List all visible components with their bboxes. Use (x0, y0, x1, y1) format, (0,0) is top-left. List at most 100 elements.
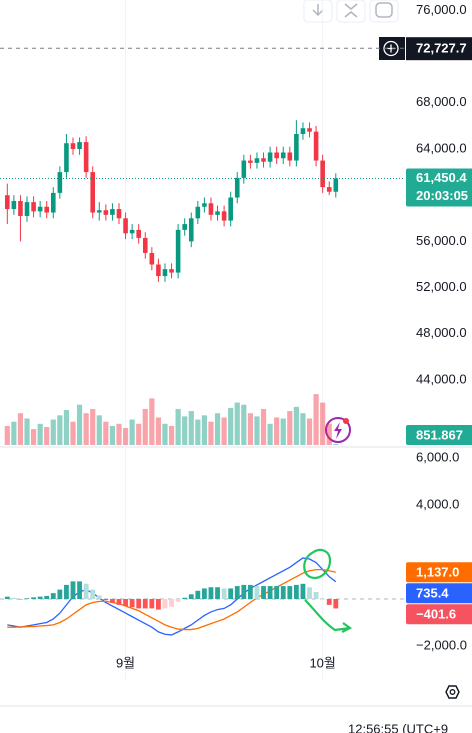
candle-body (136, 229, 141, 238)
fullscreen-button[interactable] (369, 0, 399, 23)
lightning-button[interactable] (325, 417, 351, 443)
volume-bar (83, 413, 89, 445)
volume-bar (214, 413, 221, 445)
volume-bar (326, 423, 332, 445)
histogram-bar (44, 595, 50, 599)
volume-bar (70, 421, 76, 445)
histogram-bar (241, 584, 247, 599)
volume-bar (11, 421, 17, 445)
candle-body (129, 229, 135, 234)
candle-body (57, 172, 63, 193)
histogram-bar (280, 586, 286, 599)
candle-body (37, 206, 43, 212)
countdown: 20:03:05 (416, 188, 468, 203)
histogram-bar (287, 586, 293, 599)
volume-bar (103, 421, 109, 445)
volume-bar (247, 413, 253, 445)
macd-tag: 1,137.0 (416, 565, 459, 580)
candle-body (77, 142, 82, 149)
candle-body (202, 203, 207, 207)
y-tick-label: 56,000.0 (416, 233, 467, 248)
lightning-icon (334, 422, 342, 439)
volume-bar (293, 406, 299, 445)
candle-body (228, 197, 233, 221)
annotation-circle (303, 548, 332, 579)
histogram-bar (188, 594, 194, 599)
histogram-bar (202, 588, 207, 599)
volume-bar (136, 423, 142, 445)
volume-bar (241, 404, 247, 445)
settings-button[interactable] (445, 685, 460, 699)
clock: 12:56:55 (UTC+9 (348, 721, 448, 733)
hand-annotation (303, 548, 353, 633)
candle-body (110, 209, 115, 215)
volume-bar (37, 423, 43, 445)
candle-body (300, 128, 306, 134)
volume-bar (280, 418, 286, 445)
histogram-bar (116, 598, 122, 605)
volume-bar (287, 411, 293, 445)
x-tick-label: 9월 (116, 655, 135, 670)
volume-bar (57, 415, 63, 445)
candle-body (215, 211, 220, 215)
candle-body (70, 143, 76, 149)
candle-body (326, 187, 332, 192)
volume-bar (228, 407, 234, 445)
volume-bar (162, 423, 168, 445)
histogram-bar (136, 598, 142, 609)
volume-bar (274, 417, 280, 445)
macd-line (7, 568, 336, 631)
volume-bar (254, 416, 260, 445)
scroll-down-button[interactable] (303, 0, 333, 23)
volume-bar (208, 421, 214, 445)
histogram-bar (103, 598, 109, 601)
histogram-bar (70, 581, 76, 599)
marks: 76,000.0 68,000.0 64,000.0 56,000.0 52,000.0… (0, 0, 467, 680)
volume-bar (116, 423, 122, 445)
collapse-button[interactable] (336, 0, 366, 23)
volume-bar (155, 417, 162, 445)
candle-body (149, 252, 155, 265)
histogram-bar (18, 598, 23, 600)
histogram-bar (11, 597, 17, 599)
settings-dot (449, 689, 456, 695)
candle-body (274, 152, 279, 159)
histogram-bar (31, 597, 36, 599)
volume-bar (260, 408, 267, 445)
histogram-bar (4, 596, 10, 599)
candle-body (50, 192, 56, 213)
histogram-bar (267, 586, 273, 599)
candle-body (5, 195, 10, 210)
histogram-bar (215, 587, 220, 599)
histogram-bar (123, 598, 128, 607)
toolbar[interactable] (303, 0, 399, 23)
down-arrow-icon (312, 4, 324, 17)
histogram-bar (96, 595, 102, 599)
volume-bar (44, 426, 50, 445)
x-tick-label: 10월 (309, 655, 335, 670)
candle-body (83, 142, 89, 173)
candle-body (18, 200, 23, 216)
histogram-bar (37, 596, 43, 599)
candle-body (248, 160, 253, 163)
price-line-tag-background (406, 37, 472, 61)
histogram-bar (195, 590, 201, 599)
candle-body (254, 158, 260, 163)
volume-bar (221, 417, 227, 445)
candle-body (169, 269, 174, 273)
y-tick-label: 64,000.0 (416, 140, 467, 155)
volume-bar (109, 425, 116, 445)
volume-bar (30, 429, 37, 445)
histogram-bar (333, 598, 339, 609)
histogram-bar (149, 598, 155, 609)
candle-body (294, 133, 299, 161)
y-tick-label: 52,000.0 (416, 279, 467, 294)
histogram-bar (64, 584, 69, 599)
histogram-bar (156, 598, 161, 610)
volume-bar (50, 419, 56, 445)
macd-line (7, 557, 337, 636)
histogram-bar (57, 589, 63, 599)
candle-body (31, 202, 36, 212)
